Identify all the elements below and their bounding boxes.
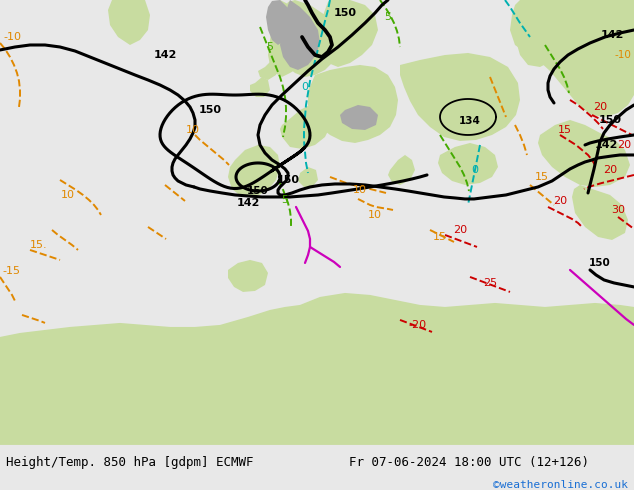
Text: 150: 150 [198, 105, 221, 115]
Text: 150: 150 [598, 115, 621, 125]
Text: ©weatheronline.co.uk: ©weatheronline.co.uk [493, 480, 628, 490]
Text: 5: 5 [281, 195, 288, 205]
Polygon shape [268, 0, 320, 77]
Polygon shape [510, 0, 634, 117]
Polygon shape [340, 105, 378, 130]
Text: -15: -15 [2, 266, 20, 276]
Polygon shape [538, 120, 630, 187]
Text: 15.: 15. [30, 240, 48, 250]
Polygon shape [298, 167, 318, 187]
Polygon shape [278, 0, 338, 77]
Polygon shape [228, 260, 268, 292]
Text: 5: 5 [266, 42, 273, 52]
Polygon shape [516, 0, 565, 67]
Text: Height/Temp. 850 hPa [gdpm] ECMWF: Height/Temp. 850 hPa [gdpm] ECMWF [6, 457, 254, 469]
Polygon shape [334, 100, 358, 137]
Polygon shape [388, 155, 415, 185]
Text: 20: 20 [553, 196, 567, 206]
Polygon shape [572, 185, 628, 240]
Text: 25: 25 [483, 278, 497, 288]
Text: 30: 30 [611, 205, 625, 215]
Text: 5: 5 [384, 12, 392, 22]
Text: 10: 10 [61, 190, 75, 200]
Text: 20: 20 [603, 165, 617, 175]
Polygon shape [438, 143, 498, 185]
Text: Fr 07-06-2024 18:00 UTC (12+126): Fr 07-06-2024 18:00 UTC (12+126) [349, 457, 589, 469]
Text: 142: 142 [153, 50, 177, 60]
Text: 0: 0 [472, 165, 479, 175]
Text: 150: 150 [276, 175, 299, 185]
Polygon shape [228, 145, 280, 197]
Text: 10: 10 [186, 125, 200, 135]
Polygon shape [400, 53, 520, 141]
Text: 150: 150 [333, 8, 356, 18]
Text: 20: 20 [617, 140, 631, 150]
Polygon shape [250, 77, 270, 97]
Polygon shape [280, 0, 320, 70]
Text: 142: 142 [600, 30, 624, 40]
Text: 134: 134 [459, 116, 481, 126]
Text: 0: 0 [302, 82, 309, 92]
Polygon shape [266, 0, 292, 45]
Text: 20: 20 [593, 102, 607, 112]
Polygon shape [258, 55, 280, 80]
Text: 10: 10 [353, 185, 367, 195]
Text: 10: 10 [368, 210, 382, 220]
Text: 142: 142 [236, 198, 260, 208]
Text: 150: 150 [589, 258, 611, 268]
Polygon shape [108, 0, 150, 45]
Text: 15: 15 [535, 172, 549, 182]
Polygon shape [280, 105, 330, 149]
Text: 142: 142 [594, 140, 618, 150]
Text: 15: 15 [558, 125, 572, 135]
Polygon shape [318, 0, 378, 67]
Polygon shape [308, 65, 398, 143]
Text: 15: 15 [433, 232, 447, 242]
Text: -10: -10 [614, 50, 631, 60]
Text: -20: -20 [409, 320, 427, 330]
Text: 150: 150 [247, 186, 269, 196]
Text: -10: -10 [3, 32, 21, 42]
Text: 20: 20 [453, 225, 467, 235]
Polygon shape [0, 293, 634, 445]
